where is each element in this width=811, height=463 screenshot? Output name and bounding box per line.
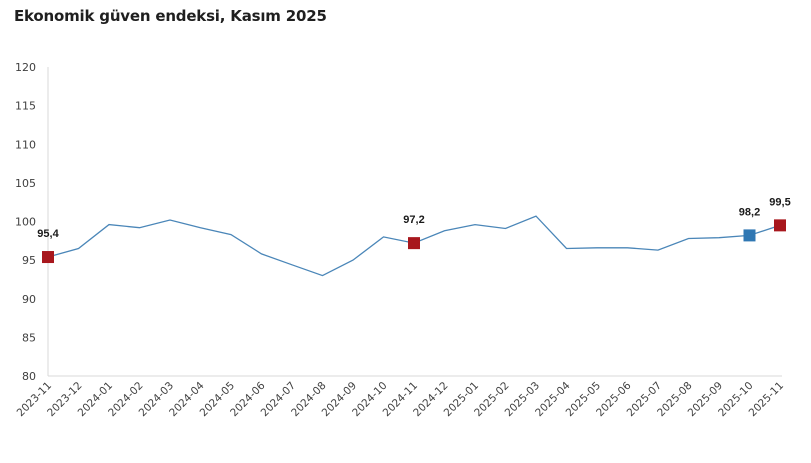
data-label: 95,4 bbox=[37, 228, 59, 240]
data-point-marker bbox=[774, 219, 786, 232]
y-tick-label: 85 bbox=[22, 331, 36, 344]
y-tick-label: 115 bbox=[15, 100, 36, 113]
data-point-marker bbox=[42, 251, 54, 264]
data-label: 98,2 bbox=[739, 206, 760, 218]
data-label: 99,5 bbox=[769, 196, 790, 208]
x-axis: 2023-112023-122024-012024-022024-032024-… bbox=[15, 375, 786, 419]
y-tick-label: 105 bbox=[15, 177, 36, 190]
y-tick-label: 100 bbox=[15, 216, 36, 229]
y-tick-label: 110 bbox=[15, 138, 36, 151]
data-point-marker bbox=[408, 237, 420, 250]
y-tick-label: 90 bbox=[22, 293, 36, 306]
y-tick-label: 80 bbox=[22, 370, 36, 383]
y-tick-label: 120 bbox=[15, 61, 36, 74]
plot-area: 95,4 97,2 98,2 99,5 bbox=[37, 196, 791, 277]
data-label: 97,2 bbox=[403, 214, 424, 226]
y-tick-label: 95 bbox=[22, 254, 36, 267]
chart-title: Ekonomik güven endeksi, Kasım 2025 bbox=[14, 7, 327, 25]
data-point-marker bbox=[743, 229, 756, 242]
y-axis: 80 85 90 95 100 105 110 115 120 bbox=[15, 61, 49, 383]
